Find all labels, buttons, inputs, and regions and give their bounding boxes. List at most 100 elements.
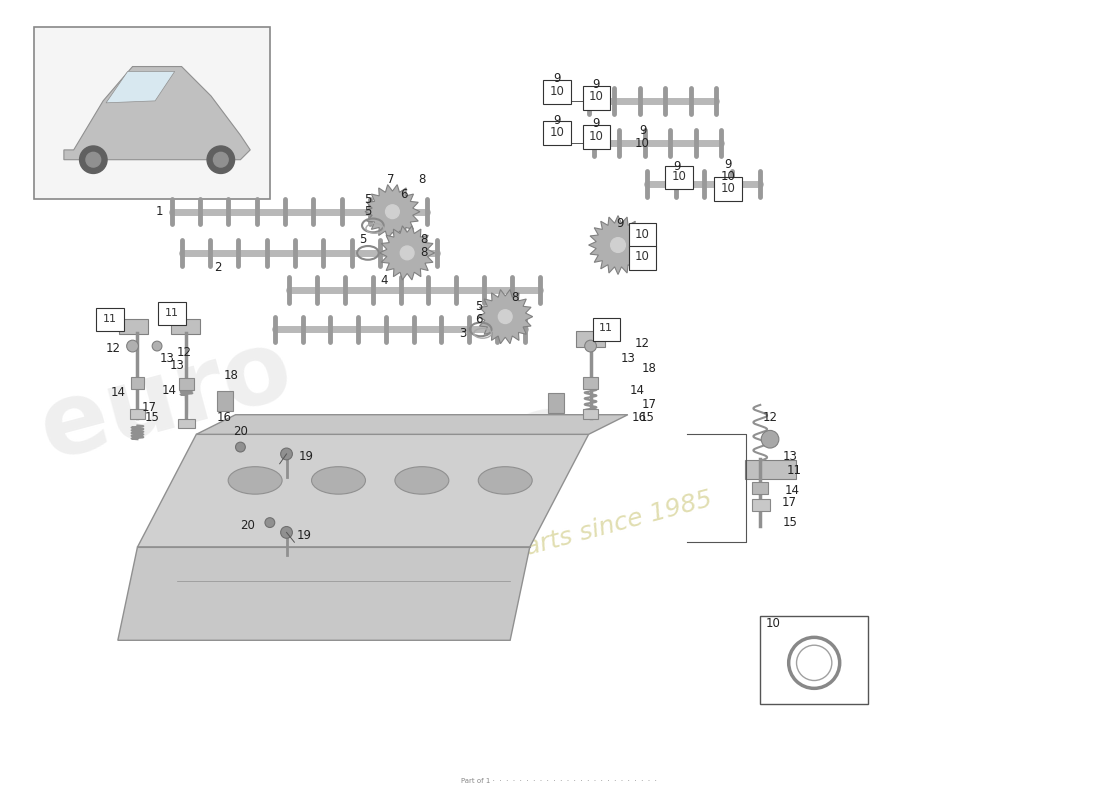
FancyBboxPatch shape (119, 318, 148, 334)
Text: 19: 19 (297, 529, 311, 542)
Text: 17: 17 (142, 402, 156, 414)
Text: 11: 11 (600, 323, 614, 334)
Polygon shape (379, 226, 434, 280)
Ellipse shape (213, 152, 228, 167)
FancyBboxPatch shape (583, 86, 610, 110)
Polygon shape (196, 414, 628, 434)
Text: 10: 10 (550, 126, 564, 138)
Text: 17: 17 (642, 398, 657, 411)
Ellipse shape (311, 466, 365, 494)
FancyBboxPatch shape (178, 418, 196, 429)
Ellipse shape (79, 146, 107, 174)
Text: 8: 8 (420, 246, 428, 259)
Text: 9: 9 (616, 217, 624, 230)
Ellipse shape (796, 645, 832, 681)
Text: 4: 4 (381, 274, 388, 287)
Text: 10: 10 (720, 182, 735, 194)
FancyBboxPatch shape (629, 246, 657, 270)
Text: 1: 1 (155, 205, 163, 218)
Polygon shape (106, 71, 175, 103)
Text: 9: 9 (673, 160, 681, 173)
Ellipse shape (498, 310, 513, 323)
Text: 14: 14 (630, 384, 645, 397)
Text: euro: euro (31, 320, 304, 480)
Text: 3: 3 (460, 327, 466, 340)
Bar (760, 616, 868, 704)
FancyBboxPatch shape (583, 409, 598, 418)
Text: 13: 13 (160, 352, 174, 366)
Text: 2: 2 (214, 261, 221, 274)
Ellipse shape (395, 466, 449, 494)
Text: 12: 12 (762, 411, 778, 424)
Text: spares: spares (199, 383, 586, 574)
Text: 9: 9 (593, 117, 601, 130)
Text: 11: 11 (788, 464, 802, 477)
FancyBboxPatch shape (752, 499, 770, 511)
Text: 5: 5 (475, 300, 483, 314)
Polygon shape (138, 434, 588, 547)
Text: 16: 16 (632, 411, 647, 424)
Text: 12: 12 (106, 342, 120, 355)
Ellipse shape (265, 518, 275, 527)
Text: 10: 10 (550, 85, 564, 98)
Text: 17: 17 (782, 497, 797, 510)
FancyBboxPatch shape (97, 308, 123, 331)
Text: 9: 9 (553, 114, 561, 127)
FancyBboxPatch shape (178, 378, 195, 390)
FancyBboxPatch shape (543, 80, 571, 104)
Ellipse shape (478, 466, 532, 494)
Polygon shape (118, 547, 530, 640)
Text: 20: 20 (240, 519, 255, 532)
Text: 5: 5 (360, 233, 366, 246)
Text: 14: 14 (110, 386, 125, 398)
Text: 10: 10 (588, 90, 604, 103)
Ellipse shape (386, 205, 399, 218)
Text: 16: 16 (217, 411, 231, 424)
Text: 10: 10 (766, 617, 780, 630)
Text: 12: 12 (635, 337, 650, 350)
Text: 10: 10 (720, 170, 735, 183)
Text: 14: 14 (785, 484, 800, 497)
Text: 7: 7 (387, 173, 394, 186)
Text: 8: 8 (512, 290, 519, 303)
Ellipse shape (228, 466, 282, 494)
Ellipse shape (761, 430, 779, 448)
FancyBboxPatch shape (666, 166, 693, 189)
Text: 10: 10 (635, 137, 650, 150)
Text: 8: 8 (418, 173, 426, 186)
FancyBboxPatch shape (583, 126, 610, 149)
Ellipse shape (235, 442, 245, 452)
Text: 9: 9 (724, 158, 732, 171)
Ellipse shape (207, 146, 234, 174)
Text: 9: 9 (593, 78, 601, 90)
Text: 10: 10 (671, 170, 686, 183)
FancyBboxPatch shape (593, 318, 620, 341)
FancyBboxPatch shape (576, 331, 605, 347)
Ellipse shape (152, 341, 162, 351)
Text: 15: 15 (782, 516, 797, 529)
Ellipse shape (400, 246, 414, 260)
Text: 20: 20 (233, 425, 248, 438)
Text: 15: 15 (145, 411, 160, 424)
Text: 10: 10 (635, 228, 650, 241)
Bar (34, 27, 270, 199)
Text: 15: 15 (640, 411, 654, 424)
Text: 13: 13 (169, 359, 184, 372)
Ellipse shape (610, 238, 626, 252)
Text: a passion for parts since 1985: a passion for parts since 1985 (344, 486, 715, 607)
FancyBboxPatch shape (158, 302, 186, 326)
Text: 19: 19 (298, 450, 314, 463)
FancyBboxPatch shape (170, 318, 200, 334)
Text: 5: 5 (364, 194, 372, 206)
Polygon shape (477, 290, 532, 344)
Ellipse shape (585, 340, 596, 352)
FancyBboxPatch shape (583, 378, 598, 390)
Text: 8: 8 (420, 233, 428, 246)
FancyBboxPatch shape (130, 409, 145, 418)
Text: 14: 14 (162, 384, 176, 397)
Text: 10: 10 (635, 250, 650, 263)
FancyBboxPatch shape (752, 482, 768, 494)
Text: 12: 12 (177, 346, 192, 359)
Ellipse shape (280, 448, 293, 460)
FancyBboxPatch shape (745, 460, 795, 479)
